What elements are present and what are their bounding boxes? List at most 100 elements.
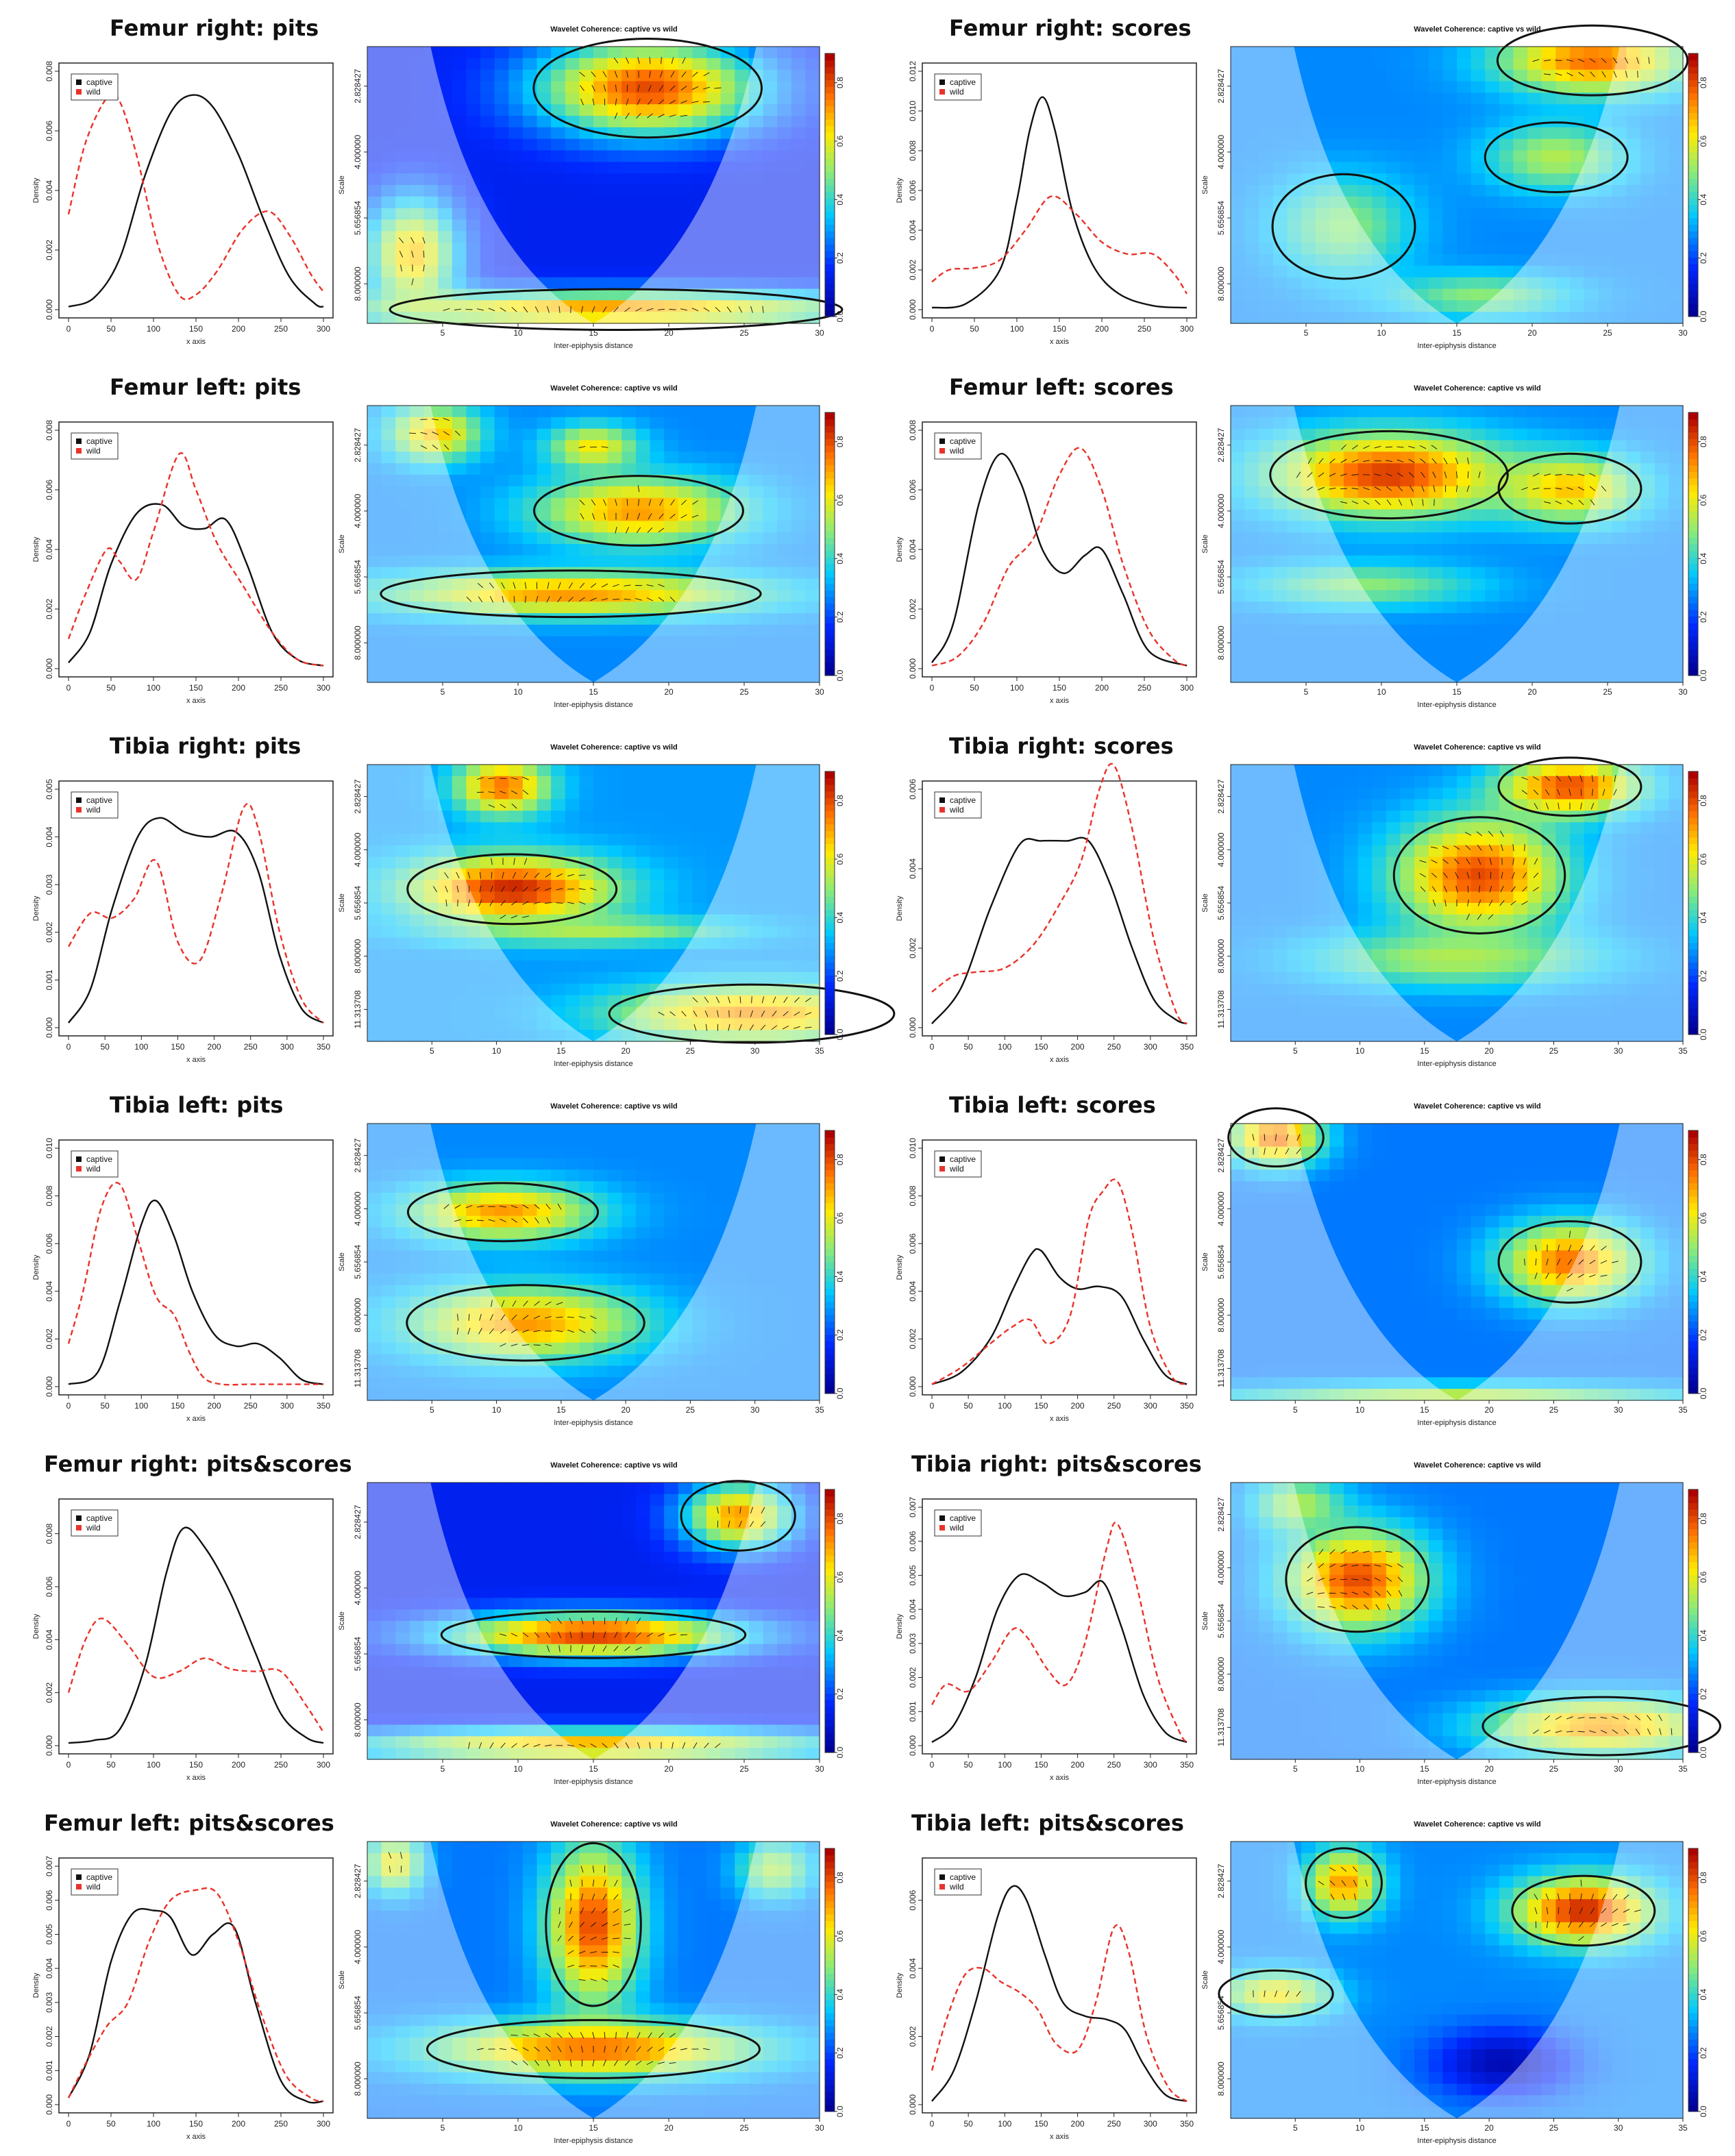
heatmap-cell xyxy=(622,104,637,116)
heatmap-cell xyxy=(1357,810,1373,823)
heatmap-cell xyxy=(466,150,481,162)
heatmap-cell xyxy=(1386,555,1401,568)
heatmap-cell xyxy=(1457,659,1472,671)
heatmap-cell xyxy=(650,162,665,174)
heatmap-cell xyxy=(494,475,509,487)
heatmap-cell xyxy=(1344,185,1359,197)
heatmap-cell xyxy=(1513,555,1528,568)
heatmap-cell xyxy=(678,451,693,464)
heatmap-cell xyxy=(678,880,693,892)
heatmap-cell xyxy=(1400,486,1415,499)
x-tick-label: 50 xyxy=(970,683,979,693)
heatmap-cell xyxy=(551,590,566,602)
heatmap-cell xyxy=(579,254,594,267)
heatmap-cell xyxy=(508,428,524,441)
heatmap-cell xyxy=(777,150,792,162)
heatmap-cell xyxy=(1513,497,1528,510)
heatmap-cell xyxy=(1329,150,1344,162)
density-plot-frame xyxy=(922,780,1197,1037)
colorbar-step xyxy=(825,244,835,251)
heatmap-cell xyxy=(1513,521,1528,533)
heatmap-cell xyxy=(650,417,665,430)
heatmap-cell xyxy=(593,208,608,221)
heatmap-cell xyxy=(1570,150,1585,162)
heatmap-cell xyxy=(1584,104,1599,116)
heatmap-cell xyxy=(480,162,495,174)
colorbar-step xyxy=(1688,218,1698,225)
heatmap-cell xyxy=(650,845,665,858)
heatmap-cell xyxy=(1555,127,1571,140)
x-tick-label: 250 xyxy=(274,683,288,693)
heatmap-cell xyxy=(678,162,693,174)
heatmap-cell xyxy=(1485,521,1500,533)
heatmap-cell xyxy=(423,173,439,186)
heatmap-cell xyxy=(635,949,651,961)
heatmap-cell xyxy=(1428,92,1443,105)
heatmap-cell xyxy=(1357,440,1373,452)
heatmap-cell xyxy=(1400,602,1415,614)
heatmap-cell xyxy=(480,451,495,464)
phase-arrow xyxy=(626,84,628,92)
heatmap-cell xyxy=(1428,417,1443,430)
heatmap-cell xyxy=(395,138,410,151)
heatmap-cell xyxy=(1527,578,1542,591)
panel-title: Femur left: pits xyxy=(110,374,302,400)
heatmap-cell xyxy=(622,185,637,197)
colorbar-step xyxy=(1688,244,1698,251)
heatmap-cell xyxy=(551,69,566,82)
heatmap-cell xyxy=(635,880,651,892)
heatmap-cell xyxy=(1471,81,1486,93)
heatmap-cell xyxy=(692,150,707,162)
heatmap-cell xyxy=(1301,428,1316,441)
heatmap-cell xyxy=(720,150,735,162)
heatmap-cell xyxy=(565,937,580,950)
heatmap-cell xyxy=(381,58,396,71)
heatmap-cell xyxy=(1513,544,1528,556)
heatmap-cell xyxy=(1414,208,1429,221)
x-tick-label: 5 xyxy=(1304,328,1309,338)
heatmap-cell xyxy=(1513,47,1528,59)
heatmap-cell xyxy=(579,47,594,59)
heatmap-cell xyxy=(635,254,651,267)
x-tick-label: 35 xyxy=(815,1046,824,1056)
heatmap-cell xyxy=(480,834,495,846)
heatmap-cell xyxy=(409,58,425,71)
heatmap-cell xyxy=(622,486,637,499)
heatmap-cell xyxy=(635,208,651,221)
heatmap-cell xyxy=(565,799,580,811)
colorbar-step xyxy=(825,669,835,676)
heatmap-cell xyxy=(1329,81,1344,93)
heatmap-cell xyxy=(635,81,651,93)
heatmap-cell xyxy=(1485,765,1500,777)
heatmap-cell xyxy=(706,834,722,846)
x-tick-label: 50 xyxy=(100,1042,110,1052)
heatmap-cell xyxy=(593,428,608,441)
heatmap-cell xyxy=(438,776,453,789)
heatmap-cell xyxy=(678,440,693,452)
heatmap-cell xyxy=(1414,81,1429,93)
heatmap-cell xyxy=(1414,567,1429,580)
x-tick-label: 300 xyxy=(317,683,330,693)
colorbar-step xyxy=(825,982,835,989)
heatmap-cell xyxy=(579,521,594,533)
heatmap-cell xyxy=(1315,116,1330,128)
heatmap-cell xyxy=(1513,243,1528,255)
heatmap-cell xyxy=(1344,150,1359,162)
heatmap-cell xyxy=(664,231,679,243)
heatmap-cell xyxy=(551,926,566,939)
heatmap-cell xyxy=(692,47,707,59)
heatmap-cell xyxy=(593,544,608,556)
heatmap-cell xyxy=(565,544,580,556)
colorbar-step xyxy=(825,975,835,982)
heatmap-cell xyxy=(678,787,693,800)
heatmap-cell xyxy=(1428,81,1443,93)
heatmap-cell xyxy=(480,104,495,116)
heatmap-cell xyxy=(593,567,608,580)
heatmap-cell xyxy=(367,116,382,128)
heatmap-cell xyxy=(678,567,693,580)
heatmap-cell xyxy=(607,509,622,521)
heatmap-cell xyxy=(1499,428,1514,441)
heatmap-cell xyxy=(508,208,524,221)
heatmap-cell xyxy=(579,417,594,430)
heatmap-cell xyxy=(1457,104,1472,116)
